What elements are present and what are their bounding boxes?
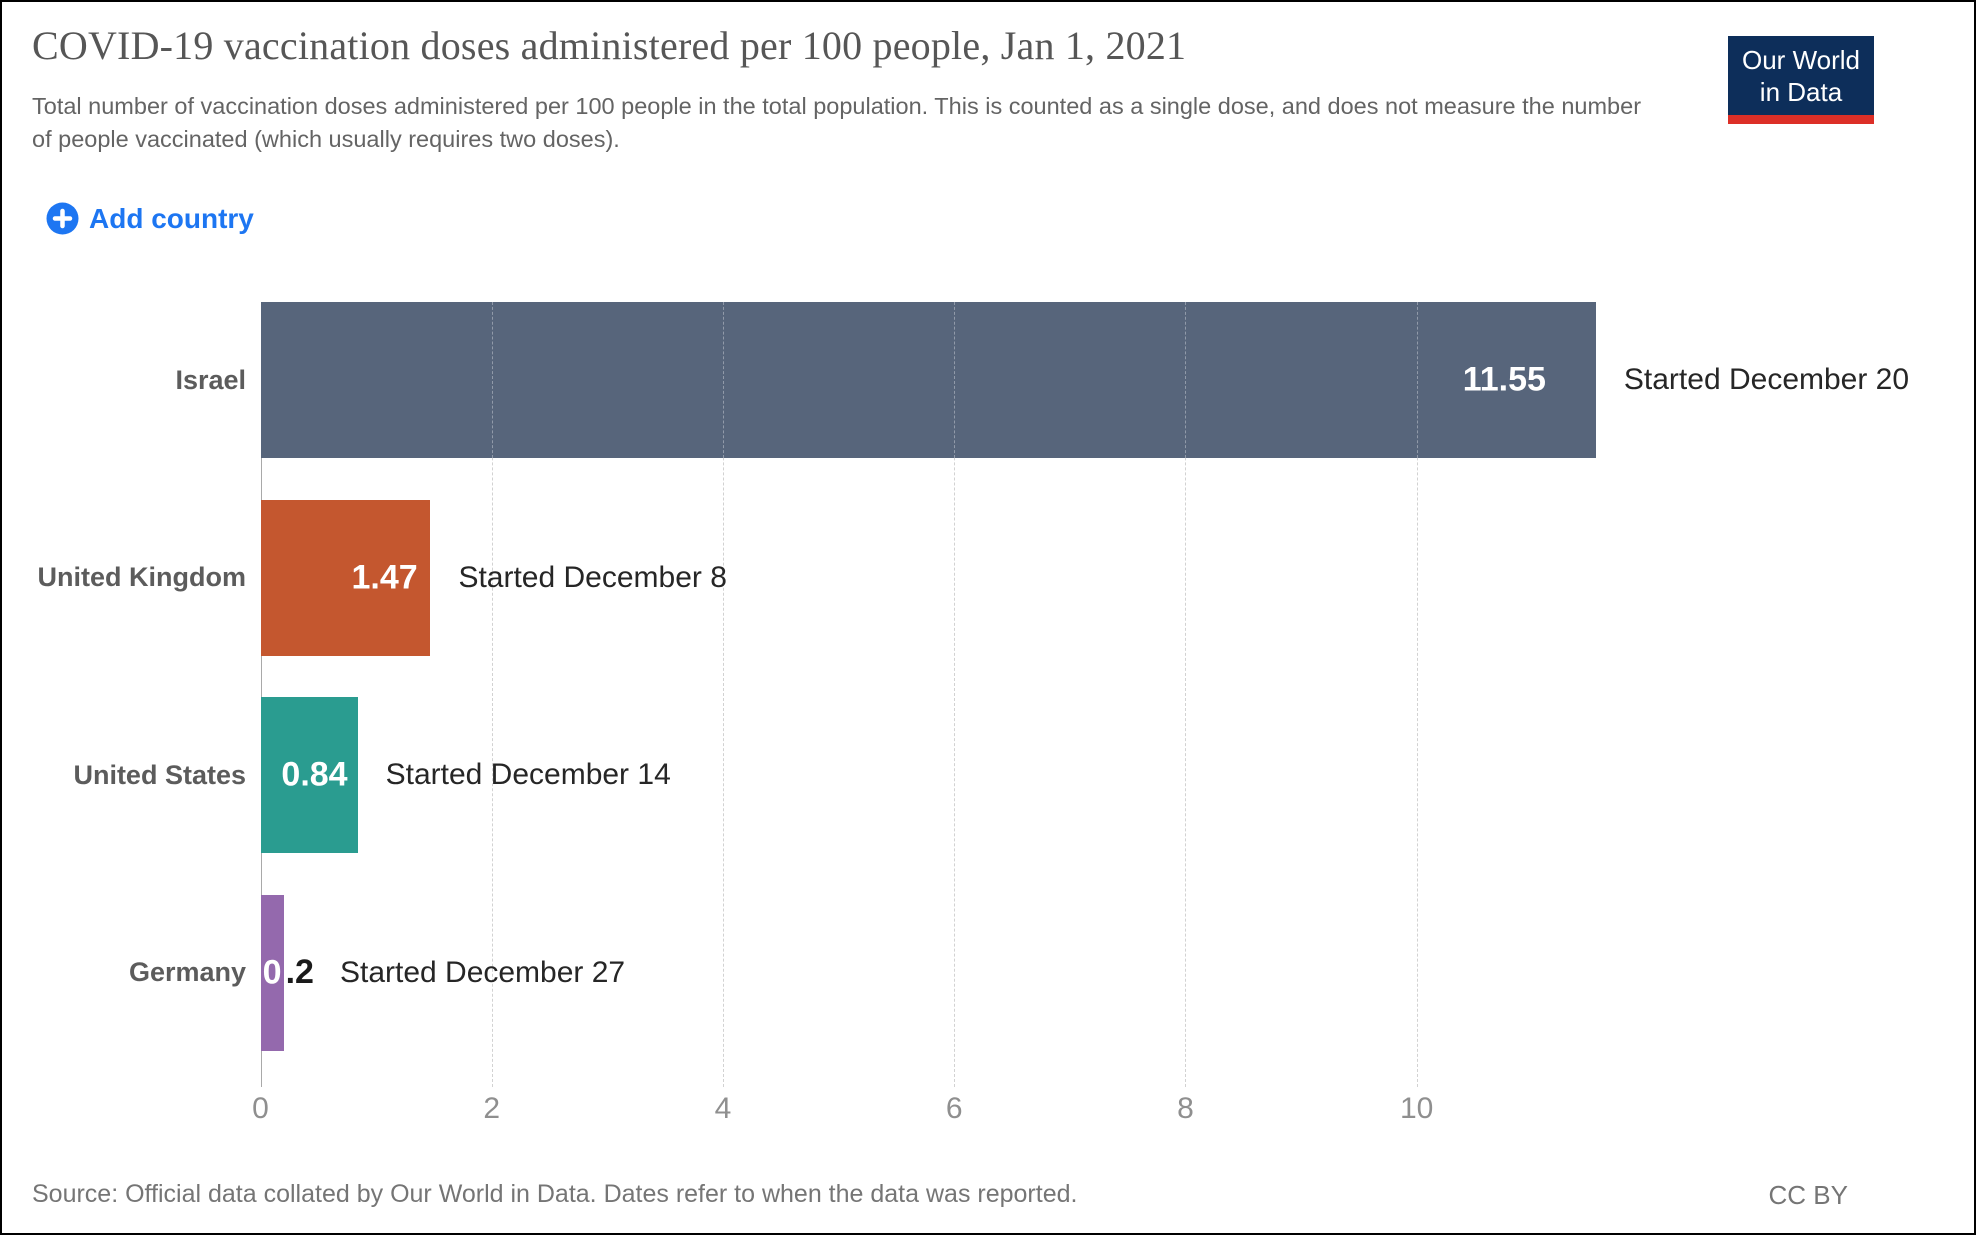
owid-logo-line1: Our World [1742,45,1860,75]
gridline-overlay [1416,302,1418,458]
gridline [491,302,493,1087]
bar[interactable]: 0 [260,894,284,1051]
logo-red-bar [1728,115,1874,125]
bar-annotation: Started December 14 [385,758,671,791]
gridline-overlay [1185,302,1187,458]
x-tick-label: 4 [714,1092,732,1125]
bar-value-label: 11.55 [1462,360,1546,399]
x-tick-label: 6 [945,1092,963,1125]
chart-subtitle: Total number of vaccination doses admini… [32,93,1642,153]
bar-row: 0.84 Started December 14 [260,697,671,853]
axis-zero-line [260,302,262,1087]
bar-annotation: Started December 27 [339,955,626,989]
gridline [1416,302,1418,1087]
bar-row: 11.55 Started December 20 [260,302,1910,458]
bar[interactable]: 1.47 [260,499,431,656]
gridline [1185,302,1187,1087]
owid-logo[interactable]: Our World in Data [1728,36,1874,125]
gridline-overlay [954,302,956,458]
x-tick-label: 0 [252,1092,269,1125]
bar-annotation: Started December 20 [1623,363,1910,396]
category-label: United Kingdom [37,562,246,592]
category-label: Israel [175,364,246,395]
bar[interactable]: 0.84 [260,697,358,853]
bar-value-label: 1.47 [351,558,418,596]
owid-logo-line2: in Data [1759,76,1843,107]
add-plus-icon [46,202,79,235]
bar-value-label: 0 [262,953,282,991]
category-label: Germany [128,957,246,987]
bar-value-label: 0.84 [281,755,348,794]
add-country-label: Add country [89,202,254,234]
x-tick-label: 10 [1400,1092,1434,1125]
x-tick-label: 2 [483,1092,501,1125]
category-label: United States [73,759,246,790]
license-link[interactable]: CC BY [1768,1180,1848,1210]
bar-row: 0.2 Started December 27 [260,894,626,1051]
x-tick-label: 8 [1177,1092,1194,1125]
gridline-overlay [491,302,493,458]
bar-row: 1.47 Started December 8 [260,499,727,656]
add-country-button[interactable]: Add country [46,202,254,235]
gridline [954,302,956,1087]
bar-annotation: Started December 8 [458,560,727,594]
source-note: Source: Official data collated by Our Wo… [32,1180,1078,1208]
page-title: COVID-19 vaccination doses administered … [32,23,1187,68]
bar-value-label-outside: .2 [285,953,314,991]
bar[interactable]: 11.55 [260,302,1596,458]
gridline [722,302,724,1087]
gridline-overlay [722,302,724,458]
